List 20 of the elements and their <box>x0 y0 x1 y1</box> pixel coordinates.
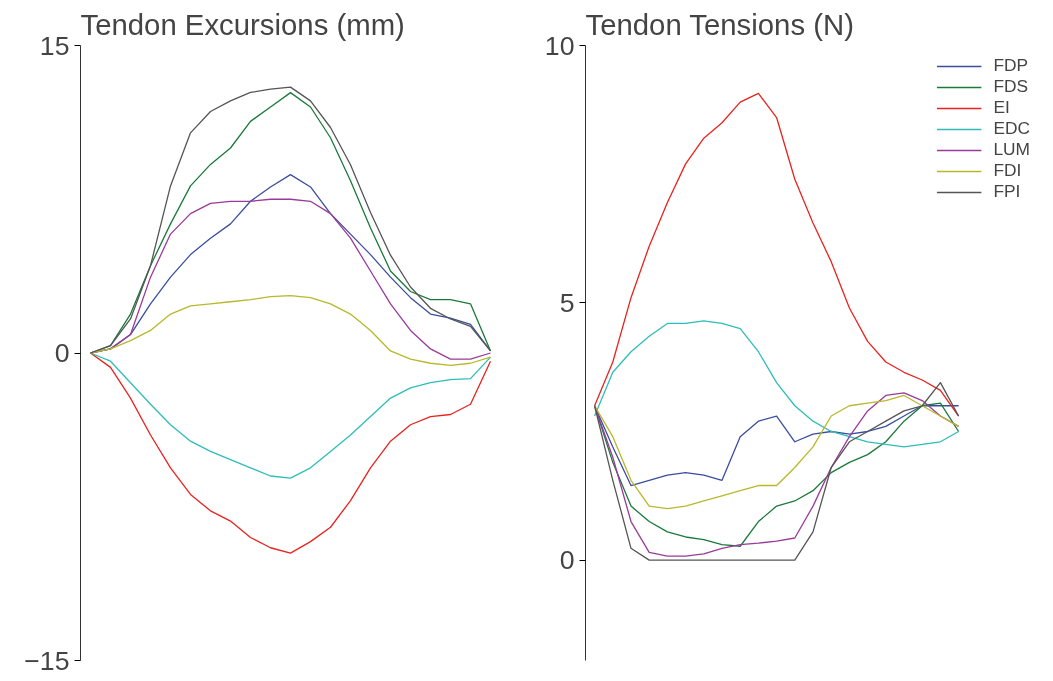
line-series <box>89 352 492 479</box>
y-tick-label: −15 <box>24 645 70 676</box>
line-series <box>593 92 960 417</box>
legend-label: FDS <box>993 76 1029 97</box>
line-series <box>593 394 960 510</box>
chart-title: Tendon Excursions (mm) <box>80 7 405 41</box>
legend-label: EDC <box>993 118 1030 139</box>
line-series <box>593 320 960 448</box>
y-tick-label: 0 <box>559 545 575 576</box>
legend-label: FDI <box>993 160 1022 181</box>
legend-label: LUM <box>993 139 1030 160</box>
y-tick-label: 0 <box>54 338 70 368</box>
legend-label: FPI <box>993 181 1021 202</box>
y-tick-label: 15 <box>39 30 70 61</box>
legend-label: EI <box>993 97 1011 118</box>
y-tick-label: 10 <box>544 30 575 61</box>
line-series <box>89 352 492 554</box>
y-tick-label: 5 <box>559 287 575 318</box>
legend-label: FDP <box>993 55 1029 76</box>
chart-title: Tendon Tensions (N) <box>585 7 854 41</box>
